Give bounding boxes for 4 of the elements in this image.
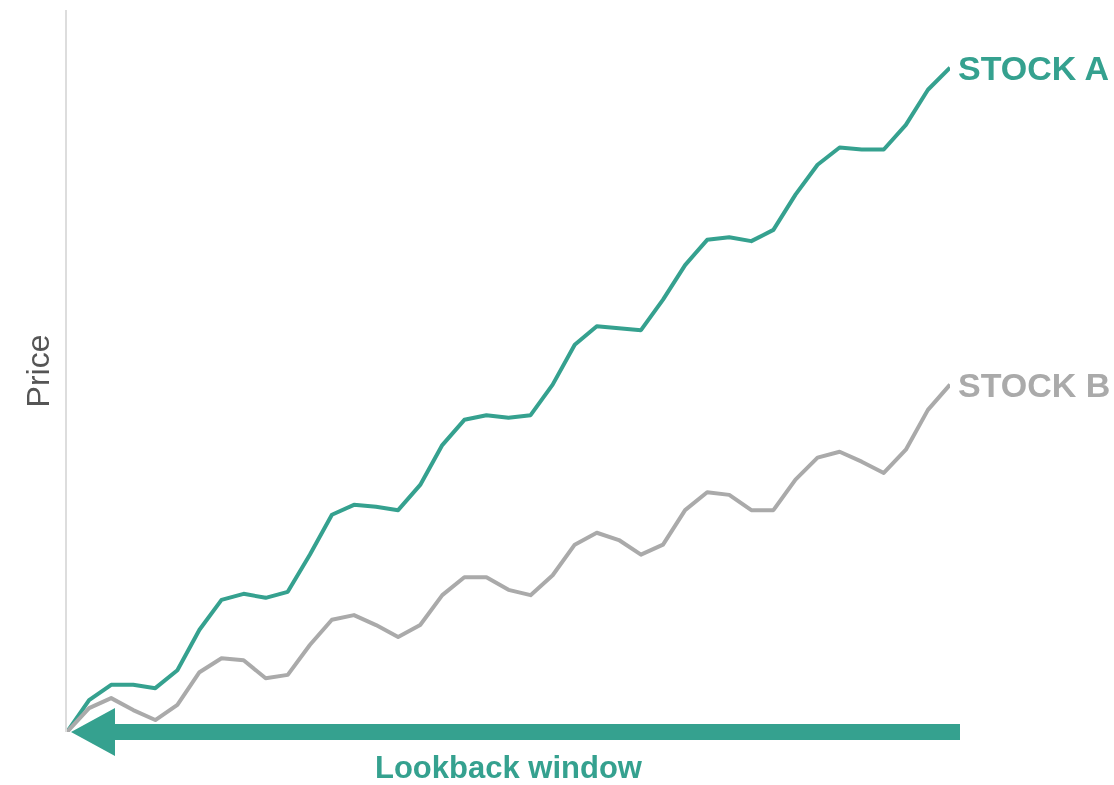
series-label: STOCK B: [958, 366, 1111, 404]
y-axis-title: Price: [19, 334, 56, 408]
text: Lookback window: [375, 750, 643, 785]
series-label: STOCK A: [958, 49, 1110, 87]
